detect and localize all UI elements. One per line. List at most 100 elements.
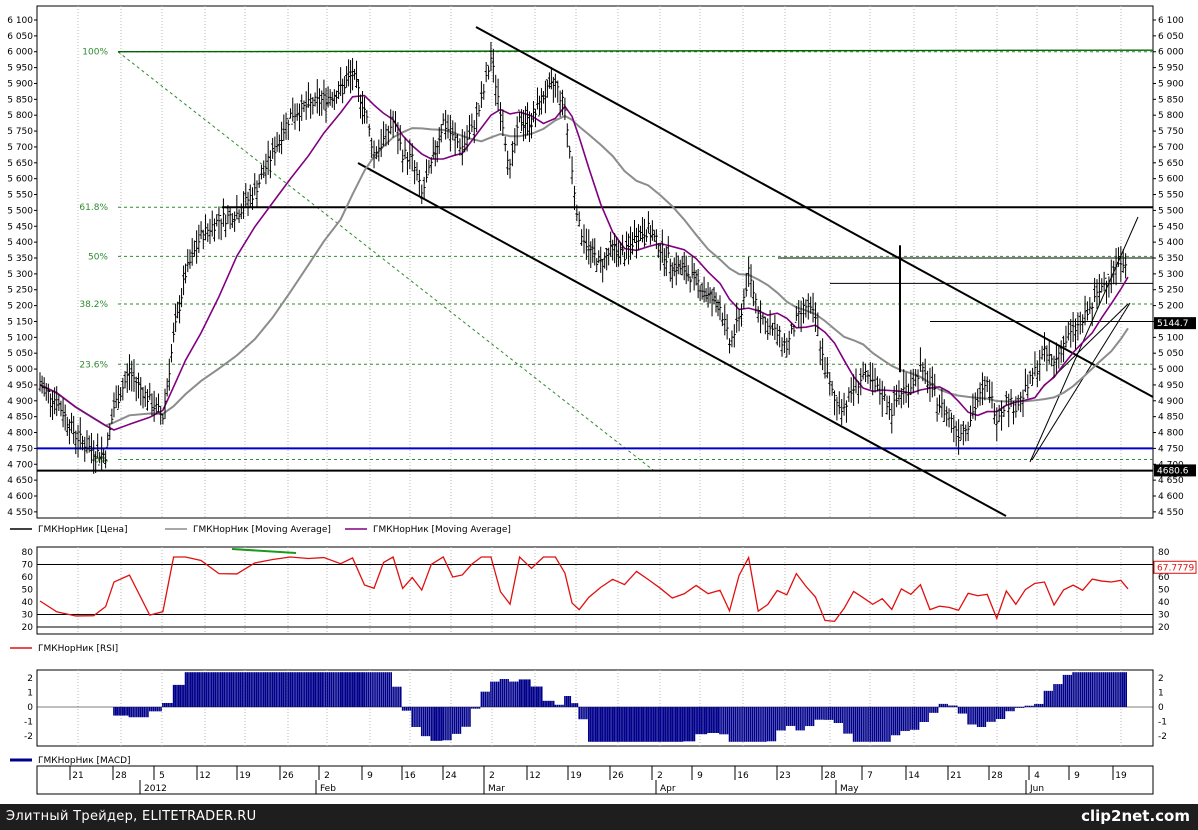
x-axis: 21 28 5 12 19 26 2 9 16 24 2 12 19 26 2 9 16 23 28 7 14 21 28 4… [69,766,1127,794]
rsi-tick-label-right: 40 [1158,598,1170,608]
y-tick-label-right: 5 250 [1158,286,1184,296]
y-tick-label-left: 5 250 [7,286,33,296]
rsi-tick-label-right: 80 [1158,548,1170,558]
y-tick-label-left: 5 100 [7,333,33,343]
x-tick-label: 23 [779,771,790,781]
x-tick-label: 19 [1115,771,1127,781]
macd-tick-label-left: 0 [27,703,33,713]
y-tick-label-right: 5 100 [1158,333,1184,343]
y-tick-label-left: 5 800 [7,111,33,121]
rsi-legend-label: ГМКНорНик [RSI] [38,644,118,654]
x-tick-label: 21 [72,771,83,781]
macd-tick-label-left: 2 [27,674,33,684]
fib-label: 23.6% [79,360,108,370]
legend-label: ГМКНорНик [Moving Average] [193,525,331,535]
x-tick-label: 21 [950,771,961,781]
macd-legend-label: ГМКНорНик [MACD] [38,756,131,766]
legend-label: ГМКНорНик [Цена] [38,525,128,535]
fib-label: 0% [94,456,109,466]
site-label: Элитный Трейдер, ELITETRADER.RU [6,809,257,824]
fib-label: 100% [82,48,108,58]
y-tick-label-left: 5 000 [7,365,33,375]
y-tick-label-right: 5 450 [1158,222,1184,232]
y-tick-label-right: 4 750 [1158,444,1184,454]
rsi-tick-label-left: 30 [22,611,34,621]
y-tick-label-left: 5 050 [7,349,33,359]
month-label: May [840,784,859,794]
y-tick-label-left: 5 200 [7,302,33,312]
y-tick-label-right: 5 550 [1158,191,1184,201]
x-tick-label: 12 [529,771,540,781]
y-tick-label-left: 4 950 [7,381,33,391]
y-tick-label-left: 4 850 [7,413,33,423]
macd-tick-label-left: -2 [24,732,33,742]
x-tick-label: 19 [239,771,251,781]
x-tick-label: 28 [115,771,127,781]
trend-lines [357,26,1154,517]
y-tick-label-right: 5 700 [1158,143,1184,153]
clip2net-logo[interactable]: clip2net.com [1081,807,1190,825]
rsi-line [39,555,1129,623]
y-tick-label-right: 4 800 [1158,429,1184,439]
month-label: Feb [320,784,336,794]
y-tick-label-right: 4 600 [1158,492,1184,502]
x-tick-label: 12 [199,771,210,781]
month-label: Mar [488,784,505,794]
moving-averages [39,94,1129,431]
x-tick-label: 14 [908,771,920,781]
y-tick-label-left: 5 550 [7,191,33,201]
month-label: Jun [1029,784,1044,794]
month-label: 2012 [144,784,167,794]
legend-label: ГМКНорНик [Moving Average] [373,525,511,535]
footer-bar: Элитный Трейдер, ELITETRADER.RU clip2net… [0,804,1198,830]
macd-tick-label-right: -1 [1158,718,1167,728]
ma-short-line [39,94,1129,431]
month-label: Apr [660,784,676,794]
y-tick-label-right: 5 300 [1158,270,1184,280]
x-tick-label: 2 [324,771,330,781]
price-marker-box [1154,464,1196,477]
y-tick-label-left: 5 750 [7,127,33,137]
y-tick-label-left: 5 300 [7,270,33,280]
x-tick-label: 2 [489,771,495,781]
x-tick-label: 9 [1074,771,1080,781]
x-tick-label: 9 [367,771,373,781]
y-tick-label-left: 4 900 [7,397,33,407]
rsi-tick-label-right: 20 [1158,623,1170,633]
price-marker-box [1154,317,1196,330]
rsi-tick-label-left: 20 [22,623,34,633]
rsi-tick-label-left: 50 [22,586,34,596]
y-tick-label-left: 5 150 [7,317,33,327]
rsi-divergence-line [231,548,297,554]
rsi-panel-frame [36,546,1154,635]
y-tick-label-left: 5 600 [7,175,33,185]
x-tick-label: 7 [867,771,873,781]
rsi-tick-label-left: 70 [22,561,34,571]
y-tick-label-left: 5 650 [7,159,33,169]
rsi-tick-label-left: 40 [22,598,34,608]
macd-tick-label-left: 1 [27,689,33,699]
price-bars [38,41,1128,474]
rsi-tick-label-left: 80 [22,548,34,558]
x-tick-label: 28 [824,771,836,781]
x-tick-label: 24 [445,771,457,781]
x-tick-label: 16 [404,771,416,781]
uptrend-lower [1031,302,1131,461]
y-tick-label-left: 4 600 [7,492,33,502]
macd-panel: 2 2 1 1 0 0 -1 -1 -2 -2 ГМКНорНик [MACD] [10,672,1167,766]
y-tick-label-right: 5 000 [1158,365,1184,375]
y-tick-label-right: 5 750 [1158,127,1184,137]
rsi-tick-label-left: 60 [22,573,34,583]
y-tick-label-right: 5 950 [1158,64,1184,74]
horizontal-levels [37,206,1153,472]
y-tick-label-right: 4 550 [1158,508,1184,518]
y-tick-label-right: 4 900 [1158,397,1184,407]
fib-label: 50% [88,252,108,262]
y-tick-label-left: 6 100 [7,16,33,26]
y-tick-label-right: 5 650 [1158,159,1184,169]
macd-tick-label-left: -1 [24,718,33,728]
x-tick-label: 9 [697,771,703,781]
price-marker-label: 4680.6 [1157,466,1189,476]
y-tick-label-right: 4 850 [1158,413,1184,423]
x-tick-label: 26 [282,771,294,781]
